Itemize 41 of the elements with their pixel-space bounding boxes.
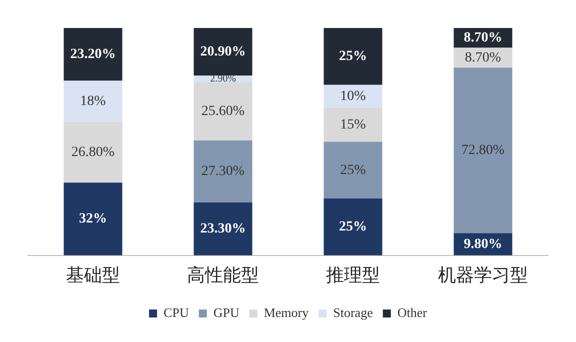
bar xyxy=(454,68,512,234)
data-label: 8.70% xyxy=(464,30,502,46)
bar xyxy=(324,84,382,108)
x-tick-label: 基础型 xyxy=(66,264,120,285)
bar xyxy=(64,28,122,81)
bar xyxy=(194,82,252,140)
bar xyxy=(64,80,122,122)
bar xyxy=(324,198,382,256)
x-tick-label: 高性能型 xyxy=(187,264,259,285)
data-label: 23.20% xyxy=(70,46,116,62)
bar xyxy=(194,202,252,256)
x-tick-label: 推理型 xyxy=(326,264,380,285)
x-tick-label: 机器学习型 xyxy=(438,264,528,285)
data-label: 20.90% xyxy=(200,44,246,60)
bar xyxy=(324,28,382,85)
legend-label: GPU xyxy=(213,304,240,320)
data-label: 25% xyxy=(340,162,366,178)
data-label: 26.80% xyxy=(71,144,115,160)
data-label: 10% xyxy=(340,88,366,104)
legend-label: Storage xyxy=(333,304,374,320)
data-label: 2.90% xyxy=(210,73,236,84)
bar xyxy=(64,122,122,183)
data-label: 8.70% xyxy=(464,50,502,66)
data-label: 23.30% xyxy=(200,222,246,237)
legend-label: CPU xyxy=(164,304,190,320)
data-label: 27.30% xyxy=(201,164,245,180)
data-label: 18% xyxy=(80,94,106,109)
data-label: 25% xyxy=(339,49,367,64)
data-label: 25.60% xyxy=(201,104,245,119)
bar xyxy=(194,140,252,202)
data-label: 72.80% xyxy=(461,143,505,158)
data-label: 9.80% xyxy=(464,236,502,252)
data-label: 32% xyxy=(79,212,107,227)
bar xyxy=(64,182,122,256)
bar xyxy=(324,108,382,142)
bar xyxy=(194,28,252,76)
data-label: 25% xyxy=(339,220,367,235)
legend-label: Other xyxy=(397,304,428,320)
bar xyxy=(324,142,382,199)
data-label: 15% xyxy=(340,117,366,132)
legend-label: Memory xyxy=(264,304,310,320)
